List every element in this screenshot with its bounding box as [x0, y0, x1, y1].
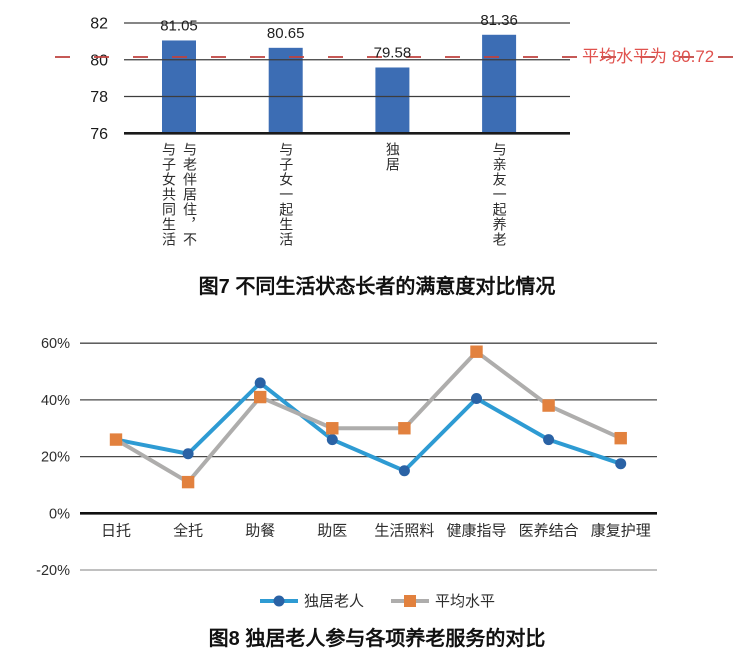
figure8-title: 图8 独居老人参与各项养老服务的对比 [208, 628, 546, 650]
y-tick-label: 0% [49, 506, 70, 522]
bar [482, 34, 517, 134]
bar [375, 67, 410, 134]
legend-item-solo-elderly: 独居老人 [259, 590, 364, 611]
marker-square [326, 422, 339, 435]
y-tick-label: 80 [90, 52, 108, 69]
x-category-label: 医养结合 [519, 522, 579, 539]
x-category-label: 与老伴居住，不与子女共同生活 [151, 142, 207, 248]
bar-value-label: 79.58 [374, 44, 412, 61]
figure7-average-annotation: 平均水平为 80.72 [582, 47, 715, 66]
y-tick-label: 20% [41, 450, 70, 466]
series-line-0 [114, 380, 623, 473]
x-category-label-text: 与子女一起生活 [278, 142, 295, 247]
y-tick-label: 78 [90, 89, 108, 106]
legend-label-average-level: 平均水平 [435, 593, 496, 610]
marker-circle [326, 434, 338, 446]
marker-square [181, 475, 195, 489]
y-tick-label: 40% [41, 393, 70, 409]
x-category-label: 助医 [317, 522, 347, 539]
figure7-title: 图7 不同生活状态长者的满意度对比情况 [198, 276, 556, 298]
x-category-label-text: 与老伴居住，不与子女共同生活 [161, 142, 198, 247]
bar [268, 47, 303, 134]
x-category-label: 日托 [101, 522, 131, 539]
marker-circle [543, 434, 555, 446]
marker-circle [398, 465, 410, 477]
marker-square [254, 390, 267, 404]
x-category-label: 康复护理 [591, 521, 651, 539]
figure8-legend: 独居老人 平均水平 [0, 590, 754, 611]
x-category-label-text: 独居 [384, 142, 401, 172]
y-tick-label: 82 [90, 16, 108, 33]
x-category-label: 独居 [364, 142, 420, 248]
marker-square [398, 422, 411, 435]
x-category-label: 全托 [173, 521, 203, 539]
x-category-label: 生活照料 [374, 522, 434, 539]
figure7-bar-chart: 76 78 80 82 81.05 80.65 79.58 81.36 [55, 12, 750, 143]
y-tick-label: -20% [36, 563, 70, 579]
marker-circle [615, 458, 627, 470]
x-category-label: 助餐 [245, 522, 275, 539]
marker-square [542, 399, 555, 412]
x-category-label: 健康指导 [446, 522, 506, 539]
bar [162, 40, 196, 134]
y-tick-label: 60% [41, 336, 70, 352]
marker-square [614, 431, 627, 445]
figure8-line-chart: -20% 0% 20% 40% 60% 日托 全托 助餐 助医 生活照料 健康指导 医养结合 康复护理 [36, 336, 657, 579]
legend-label-solo-elderly: 独居老人 [303, 593, 364, 610]
figure7-category-labels: 与老伴居住，不与子女共同生活 与子女一起生活 独居 与亲友一起养老 [0, 142, 754, 254]
bar-value-label: 81.05 [160, 17, 198, 34]
legend-line-circle-icon [259, 595, 298, 606]
y-tick-label: 76 [90, 126, 108, 143]
marker-circle [471, 392, 482, 404]
marker-circle [182, 448, 194, 460]
marker-square [109, 433, 123, 446]
marker-circle [254, 377, 266, 389]
legend-line-square-icon [391, 594, 429, 607]
x-category-label: 与子女一起生活 [258, 142, 314, 248]
bar-value-label: 81.36 [480, 12, 518, 29]
marker-square [470, 345, 483, 358]
x-category-label-text: 与亲友一起养老 [491, 142, 508, 247]
series-line-1 [114, 349, 623, 485]
x-category-label: 与亲友一起养老 [471, 142, 527, 248]
bar-value-label: 80.65 [267, 25, 305, 42]
legend-item-average-level: 平均水平 [390, 590, 495, 611]
